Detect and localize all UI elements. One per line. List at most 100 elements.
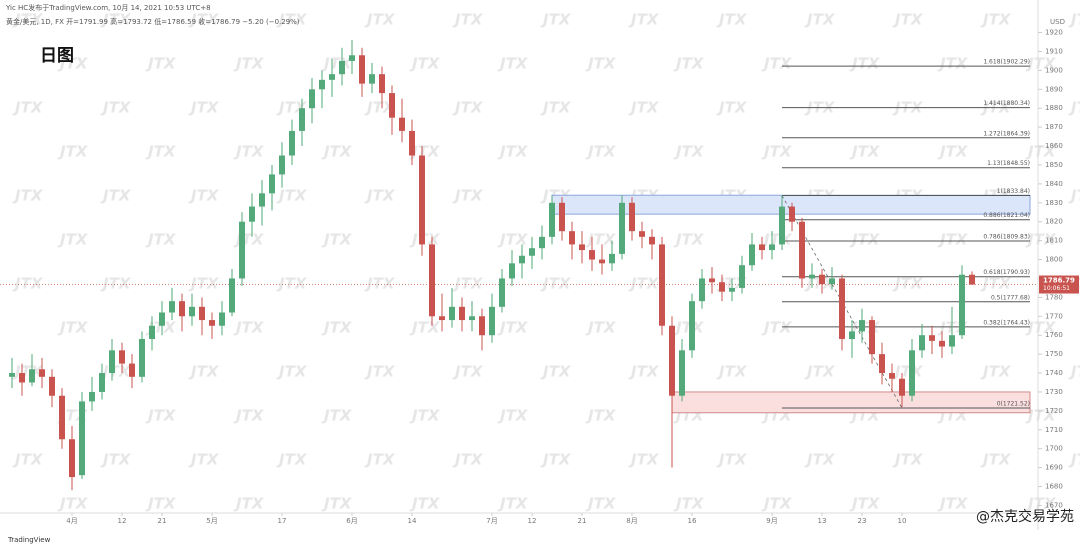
- candle-body: [539, 236, 545, 249]
- watermark: JTX: [12, 451, 44, 469]
- candle-body: [599, 259, 605, 264]
- watermark: JTX: [628, 11, 660, 29]
- candle-body: [579, 244, 585, 251]
- candle-body: [209, 320, 215, 326]
- candle-body: [189, 306, 195, 317]
- watermark: JTX: [145, 495, 177, 513]
- credit: @杰克交易学苑: [976, 508, 1074, 525]
- watermark: JTX: [409, 407, 441, 425]
- y-tick-label: 1850: [1045, 161, 1063, 169]
- watermark: JTX: [276, 187, 308, 205]
- y-tick-label: 1820: [1045, 218, 1063, 226]
- watermark: JTX: [145, 55, 177, 73]
- watermark: JTX: [452, 187, 484, 205]
- watermark: JTX: [673, 231, 705, 249]
- watermark: JTX: [849, 231, 881, 249]
- candle-body: [419, 155, 425, 245]
- candle-body: [839, 278, 845, 339]
- candle-body: [479, 316, 485, 336]
- y-tick-label: 1710: [1045, 426, 1063, 434]
- watermark: JTX: [1025, 55, 1057, 73]
- x-tick-label: 10: [898, 517, 907, 525]
- candle-body: [299, 108, 305, 131]
- y-tick-label: 1670: [1045, 501, 1063, 509]
- candle-body: [879, 354, 885, 374]
- zone: [671, 391, 1031, 414]
- watermark: JTX: [628, 99, 660, 117]
- watermark: JTX: [452, 363, 484, 381]
- x-tick-label: 14: [408, 517, 417, 525]
- watermark: JTX: [233, 231, 265, 249]
- watermark: JTX: [849, 495, 881, 513]
- candle-body: [219, 312, 225, 326]
- watermark: JTX: [804, 11, 836, 29]
- candle-body: [199, 306, 205, 321]
- watermark: JTX: [1025, 495, 1057, 513]
- watermark: JTX: [937, 231, 969, 249]
- watermark: JTX: [452, 451, 484, 469]
- x-tick-label: 6月: [346, 517, 357, 525]
- watermark: JTX: [321, 319, 353, 337]
- watermark: JTX: [188, 187, 220, 205]
- watermark: JTX: [409, 495, 441, 513]
- watermark: JTX: [364, 11, 396, 29]
- x-tick-label: 5月: [206, 517, 217, 525]
- watermark: JTX: [276, 11, 308, 29]
- watermark: JTX: [233, 143, 265, 161]
- watermark: JTX: [937, 143, 969, 161]
- x-tick-label: 21: [158, 517, 167, 525]
- candle-body: [169, 301, 175, 313]
- watermark: JTX: [497, 143, 529, 161]
- candle-body: [809, 274, 815, 279]
- candle-body: [889, 373, 895, 379]
- watermark: JTX: [321, 495, 353, 513]
- candle-body: [439, 316, 445, 321]
- watermark: JTX: [1068, 363, 1080, 381]
- candle-body: [899, 378, 905, 396]
- fib-label: 0.618(1790.93): [983, 269, 1030, 276]
- y-tick-label: 1780: [1045, 293, 1063, 301]
- watermark: JTX: [364, 451, 396, 469]
- candle-body: [689, 301, 695, 351]
- y-tick-label: 1750: [1045, 350, 1063, 358]
- watermark: JTX: [233, 495, 265, 513]
- watermark: JTX: [540, 451, 572, 469]
- watermarks: JTX JTX JTX JTX JTX JTX JTX JTX JTX JTX JTX JTX JTX J…: [12, 11, 1080, 513]
- candle-body: [159, 312, 165, 326]
- watermark: JTX: [585, 143, 617, 161]
- watermark: JTX: [892, 275, 924, 293]
- candle-body: [269, 174, 275, 194]
- watermark: JTX: [937, 55, 969, 73]
- y-tick-label: 1740: [1045, 369, 1063, 377]
- watermark: JTX: [716, 451, 748, 469]
- watermark: JTX: [100, 99, 132, 117]
- watermark: JTX: [276, 451, 308, 469]
- watermark: JTX: [409, 143, 441, 161]
- candle-body: [959, 274, 965, 336]
- watermark: JTX: [980, 451, 1012, 469]
- watermark: JTX: [761, 143, 793, 161]
- x-tick-label: 4月: [66, 517, 77, 525]
- y-tick-label: 1760: [1045, 331, 1063, 339]
- watermark: JTX: [673, 55, 705, 73]
- candle-body: [849, 331, 855, 339]
- watermark: JTX: [145, 407, 177, 425]
- candle-body: [449, 306, 455, 321]
- watermark: JTX: [188, 275, 220, 293]
- watermark: JTX: [188, 99, 220, 117]
- watermark: JTX: [540, 363, 572, 381]
- watermark: JTX: [673, 319, 705, 337]
- candle-body: [939, 340, 945, 347]
- candle-body: [39, 369, 45, 377]
- watermark: JTX: [673, 143, 705, 161]
- candle-body: [489, 306, 495, 336]
- fib-label: 1.272(1864.39): [983, 130, 1030, 137]
- watermark: JTX: [761, 231, 793, 249]
- y-tick-label: 1690: [1045, 464, 1063, 472]
- y-tick-label: 1730: [1045, 388, 1063, 396]
- watermark: JTX: [276, 275, 308, 293]
- candle-body: [569, 231, 575, 245]
- watermark: JTX: [409, 319, 441, 337]
- y-tick-label: 1920: [1045, 29, 1063, 37]
- watermark: JTX: [1025, 407, 1057, 425]
